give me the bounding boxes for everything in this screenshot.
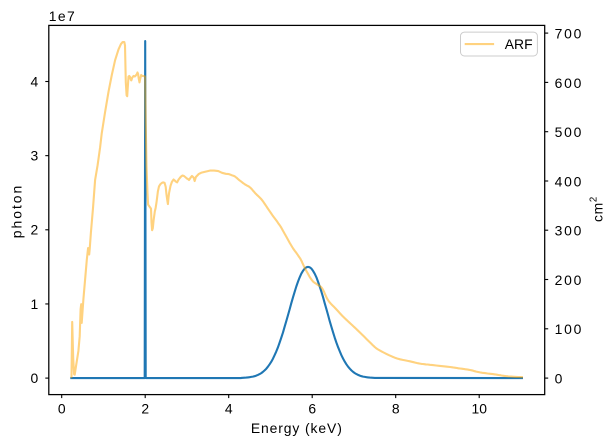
svg-text:2: 2 (141, 401, 149, 417)
svg-text:3: 3 (30, 147, 38, 163)
svg-text:cm2: cm2 (589, 196, 606, 222)
svg-text:200: 200 (555, 272, 584, 288)
svg-text:400: 400 (555, 173, 584, 189)
svg-text:0: 0 (555, 371, 565, 387)
svg-text:6: 6 (308, 401, 316, 417)
svg-text:500: 500 (555, 124, 584, 140)
svg-text:10: 10 (471, 401, 487, 417)
svg-text:0: 0 (58, 401, 66, 417)
svg-text:4: 4 (30, 73, 38, 89)
svg-text:4: 4 (225, 401, 233, 417)
svg-text:8: 8 (392, 401, 400, 417)
svg-text:Energy (keV): Energy (keV) (251, 420, 343, 436)
svg-text:ARF: ARF (505, 36, 533, 52)
svg-text:1e7: 1e7 (49, 8, 76, 24)
svg-text:1: 1 (30, 296, 38, 312)
svg-text:600: 600 (555, 75, 584, 91)
svg-text:700: 700 (555, 26, 584, 42)
svg-text:100: 100 (555, 321, 584, 337)
svg-text:2: 2 (30, 222, 38, 238)
svg-text:300: 300 (555, 223, 584, 239)
svg-text:photon: photon (8, 184, 24, 239)
svg-text:0: 0 (30, 370, 38, 386)
